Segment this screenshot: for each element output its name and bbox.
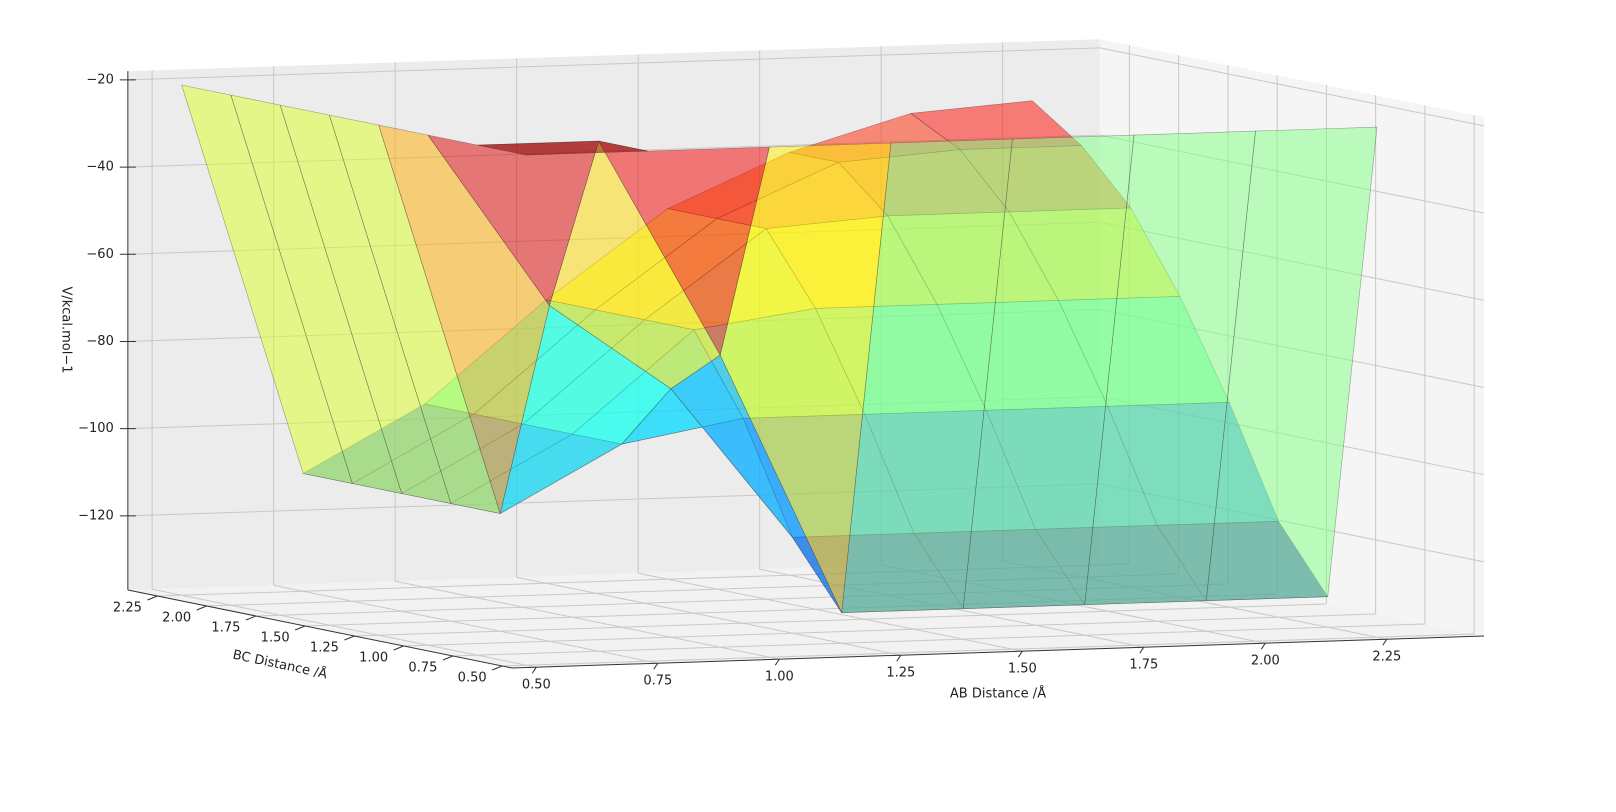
y-tick-label: 1.50	[261, 631, 290, 646]
grid-line	[152, 588, 537, 668]
x-tick-label: 2.00	[1251, 654, 1280, 669]
x-tick	[1017, 650, 1023, 658]
grid-line	[516, 576, 901, 656]
axis-line	[127, 589, 513, 669]
grid-line	[502, 633, 1475, 667]
z-tick-label: −80	[86, 334, 113, 349]
grid-line	[127, 47, 1100, 81]
x-tick	[774, 658, 780, 666]
x-tick	[896, 654, 902, 662]
x-tick-label: 0.75	[643, 674, 672, 689]
surface-patch	[1084, 130, 1256, 606]
y-tick-label: 2.25	[113, 601, 142, 616]
x-tick-label: 1.00	[765, 670, 794, 685]
x-tick-label: 2.25	[1372, 650, 1401, 665]
y-tick	[196, 605, 207, 611]
z-tick-label: −60	[86, 247, 113, 262]
x-tick-label: 0.50	[522, 678, 551, 693]
x-tick	[1382, 638, 1388, 646]
z-tick-label: −20	[86, 72, 113, 87]
z-tick-label: −40	[86, 160, 113, 175]
surface-patch	[598, 140, 770, 356]
x-tick-label: 1.25	[886, 666, 915, 681]
y-tick-label: 0.75	[408, 661, 437, 676]
x-tick	[531, 666, 537, 674]
grid-line	[638, 572, 1023, 652]
y-tick-label: 1.75	[211, 621, 240, 636]
y-tick	[393, 645, 404, 651]
z-tick-label: −100	[78, 421, 114, 436]
grid-line	[403, 613, 1376, 647]
x-tick	[653, 662, 659, 670]
surface-patch	[427, 134, 600, 307]
y-tick	[294, 625, 306, 631]
y-tick	[245, 615, 257, 621]
grid-line	[354, 603, 1327, 637]
y-tick-label: 0.50	[458, 671, 487, 686]
grid-line	[273, 584, 658, 664]
surface-patch	[477, 140, 648, 156]
y-tick	[344, 635, 355, 641]
y-tick	[147, 595, 158, 601]
x-axis-label: AB Distance /Å	[950, 686, 1046, 702]
grid-line	[1099, 47, 1485, 127]
y-tick-label: 1.00	[359, 651, 388, 666]
y-tick	[442, 655, 454, 661]
grid-line	[452, 623, 1425, 657]
axis-line	[511, 635, 1485, 669]
x-tick-label: 1.50	[1008, 662, 1037, 677]
surface-patch	[1205, 126, 1378, 602]
z-axis-label: V/kcal.mol−1	[59, 286, 74, 373]
x-tick-label: 1.75	[1129, 658, 1158, 673]
surface-patch	[962, 134, 1135, 610]
surface-patch	[719, 142, 892, 614]
y-tick-label: 1.25	[310, 641, 339, 656]
x-tick	[1260, 642, 1266, 650]
surface-patch	[841, 138, 1013, 614]
grid-line	[395, 580, 780, 660]
x-tick	[1139, 646, 1145, 654]
surface-patch	[670, 354, 842, 613]
z-tick-label: −120	[78, 508, 114, 523]
y-tick-label: 2.00	[162, 611, 191, 626]
y-tick	[491, 665, 503, 671]
